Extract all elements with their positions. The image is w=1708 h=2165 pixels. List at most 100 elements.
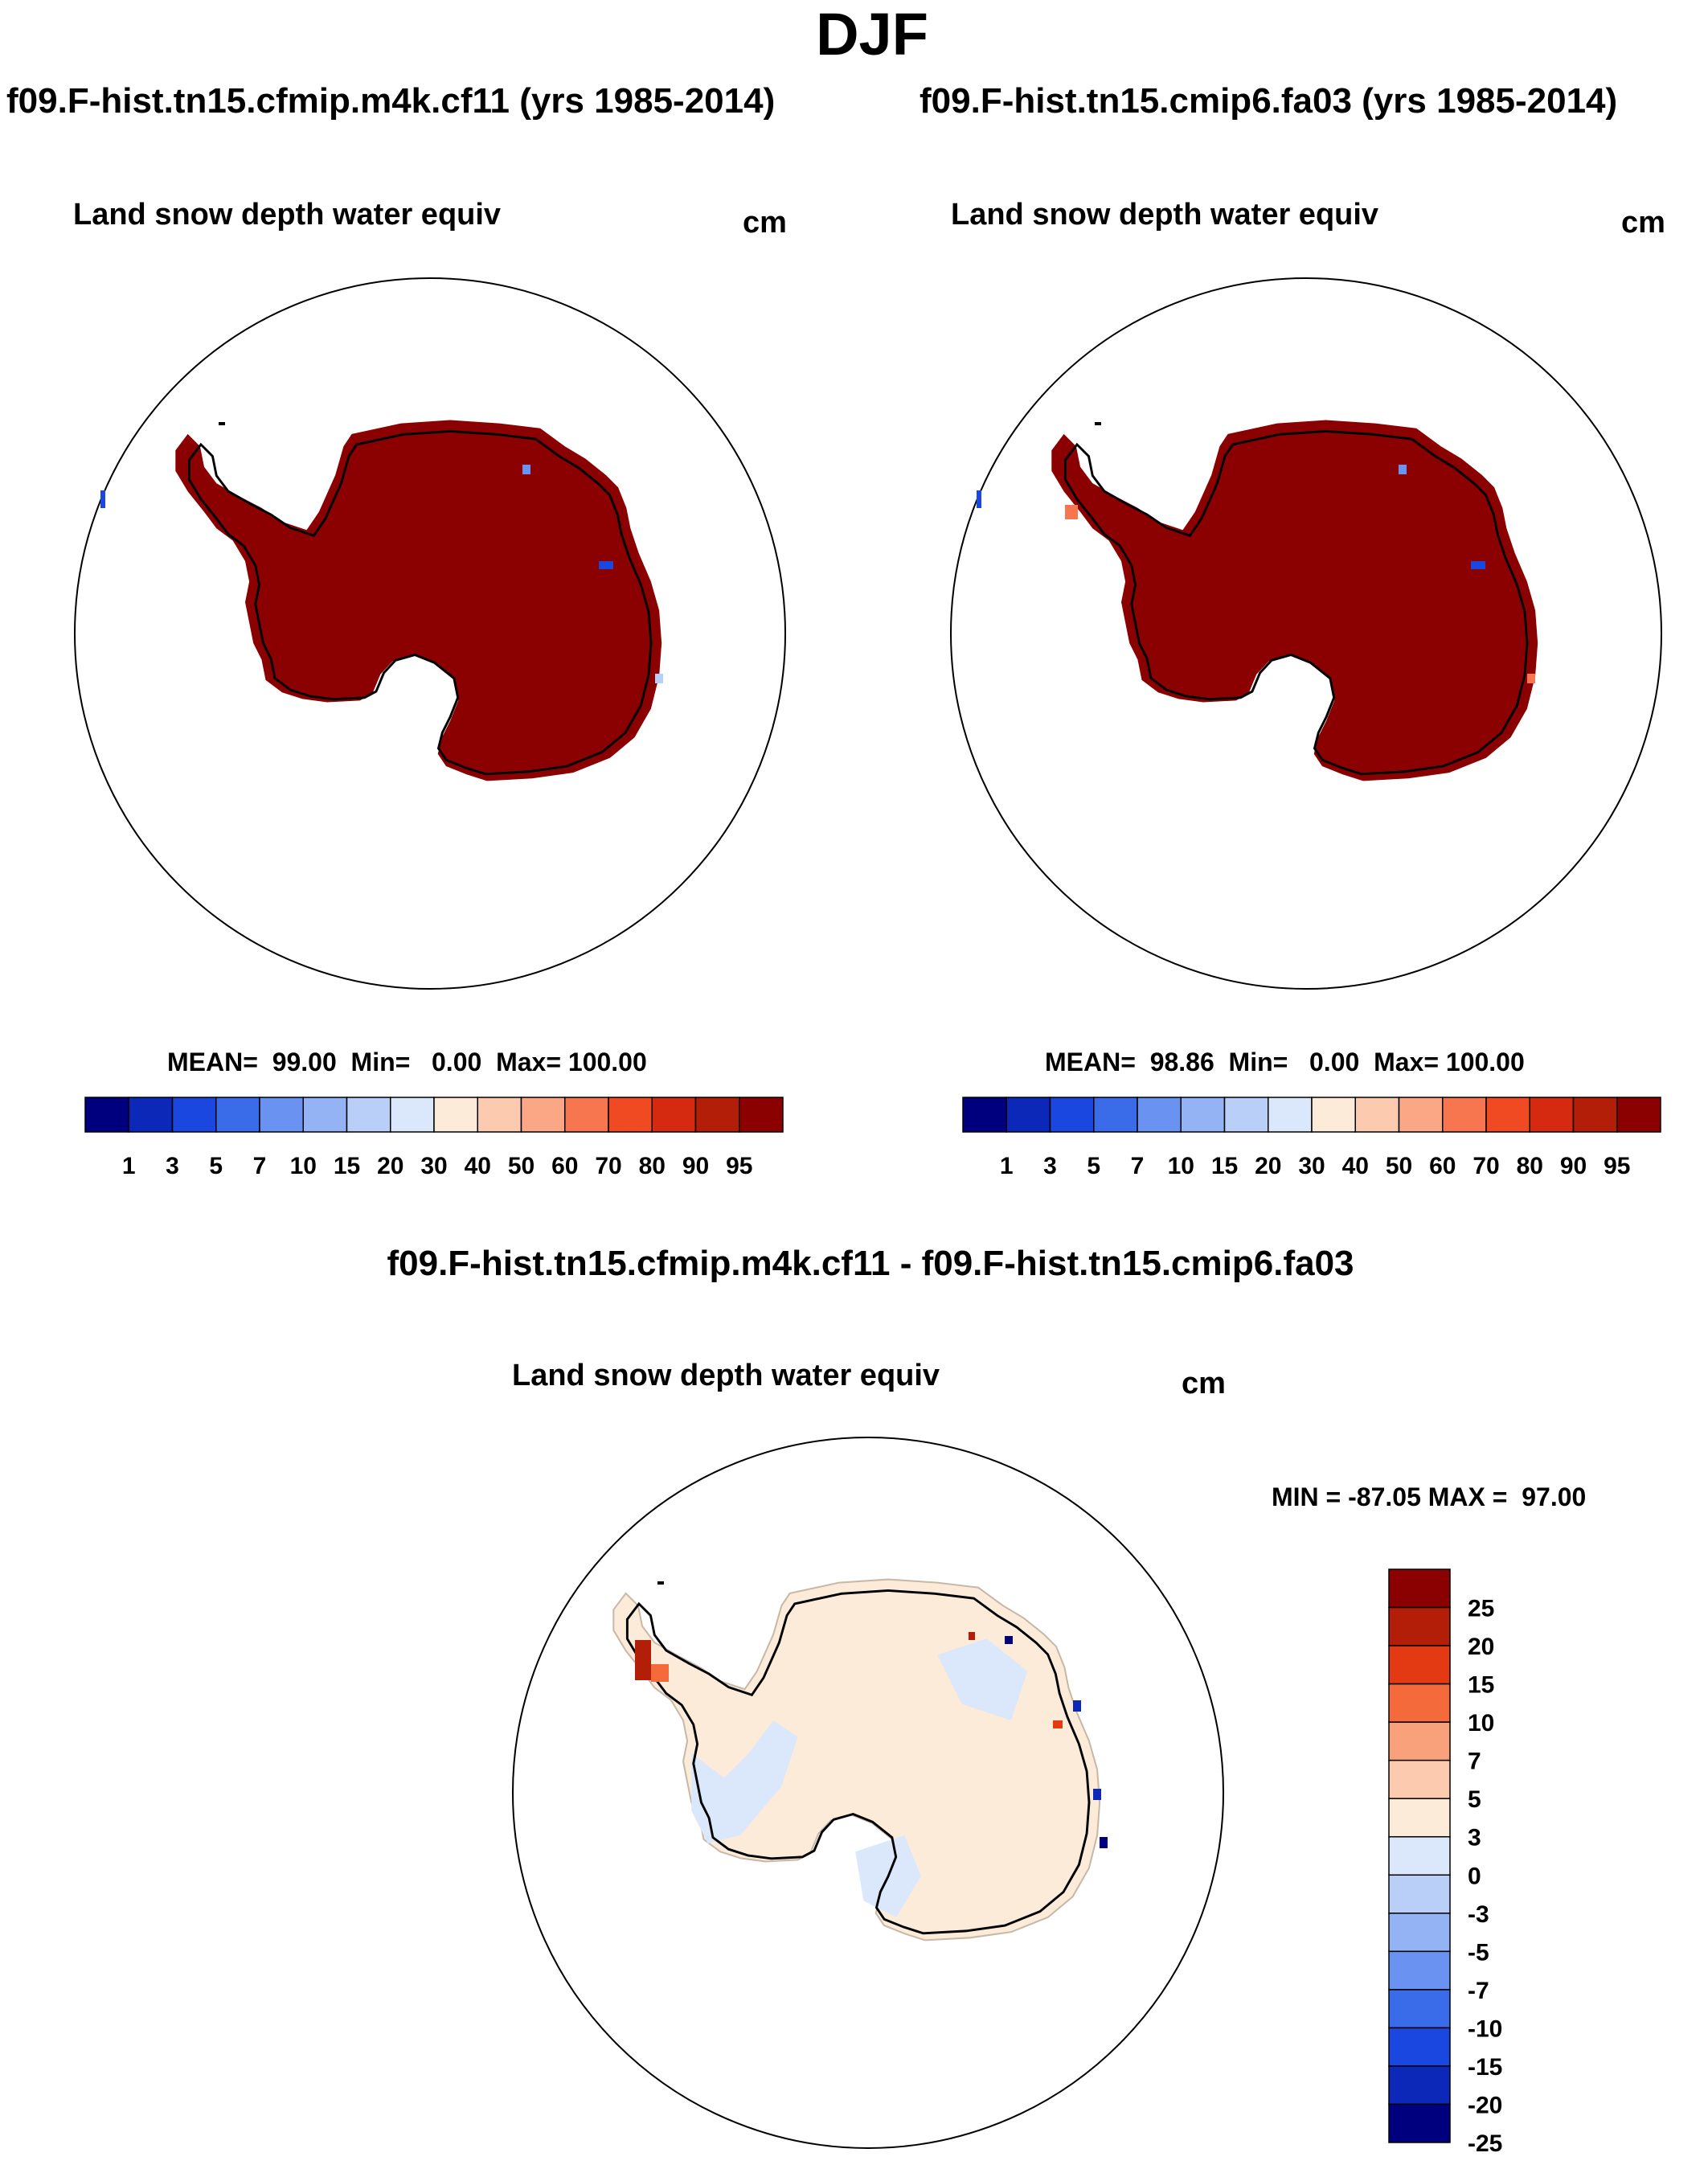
- right-colorbar-label-5: 15: [1211, 1153, 1238, 1179]
- left-stats: MEAN= 99.00 Min= 0.00 Max= 100.00: [167, 1048, 647, 1076]
- diff-colorbar-swatch-1: [1388, 1606, 1451, 1646]
- left-colorbar-label-11: 70: [595, 1153, 621, 1179]
- left-colorbar-label-4: 10: [290, 1153, 317, 1179]
- left-colorbar-swatch-12: [608, 1097, 653, 1133]
- right-colorbar-label-6: 20: [1255, 1153, 1281, 1179]
- left-colorbar-swatch-4: [259, 1097, 304, 1133]
- diff-colorbar-label-12: -15: [1468, 2054, 1502, 2081]
- diff-colorbar-swatch-12: [1388, 2027, 1451, 2067]
- left-colorbar-swatch-14: [694, 1097, 740, 1133]
- right-units-label: cm: [1621, 206, 1665, 240]
- left-colorbar-swatch-15: [739, 1097, 784, 1133]
- left-island-mark: [219, 422, 225, 425]
- right-case-title: f09.F-hist.tn15.cmip6.fa03 (yrs 1985-201…: [920, 81, 1618, 121]
- diff-colorbar-label-3: 10: [1468, 1710, 1494, 1737]
- left-colorbar-label-6: 20: [377, 1153, 403, 1179]
- left-colorbar-swatch-2: [171, 1097, 217, 1133]
- diff-colorbar-swatch-14: [1388, 2103, 1451, 2143]
- diff-colorbar-swatch-9: [1388, 1913, 1451, 1953]
- diff-colorbar-swatch-3: [1388, 1683, 1451, 1723]
- right-colorbar-label-1: 3: [1043, 1153, 1057, 1179]
- right-coastal-anomaly-1: [1399, 465, 1407, 474]
- left-units-label: cm: [743, 206, 787, 240]
- right-colorbar-label-13: 90: [1560, 1153, 1587, 1179]
- left-colorbar-label-3: 7: [253, 1153, 267, 1179]
- right-colorbar-swatch-7: [1268, 1097, 1313, 1133]
- right-colorbar-swatch-8: [1311, 1097, 1356, 1133]
- left-colorbar-swatch-1: [128, 1097, 174, 1133]
- diff-colorbar-label-4: 7: [1468, 1749, 1481, 1775]
- diff-colorbar-label-7: 0: [1468, 1863, 1481, 1889]
- left-colorbar-label-1: 3: [166, 1153, 179, 1179]
- right-colorbar-label-0: 1: [1000, 1153, 1014, 1179]
- right-colorbar-label-4: 10: [1168, 1153, 1194, 1179]
- diff-negative-region-west: [691, 1720, 798, 1843]
- right-colorbar-swatch-12: [1485, 1097, 1530, 1133]
- diff-colorbar-label-2: 15: [1468, 1672, 1494, 1699]
- diff-colorbar-swatch-6: [1388, 1798, 1451, 1838]
- left-colorbar-swatch-11: [564, 1097, 609, 1133]
- right-map: [950, 277, 1662, 990]
- diff-colorbar-swatch-5: [1388, 1759, 1451, 1799]
- left-colorbar-swatch-8: [433, 1097, 478, 1133]
- diff-coastal-spot-4: [1073, 1700, 1081, 1712]
- right-coastal-anomaly-3: [1527, 674, 1535, 683]
- right-coastal-anomaly-2: [1471, 561, 1485, 569]
- right-colorbar-swatch-11: [1442, 1097, 1487, 1133]
- diff-colorbar-swatch-7: [1388, 1835, 1451, 1876]
- diff-colorbar-label-10: -7: [1468, 1978, 1489, 2004]
- left-variable-title: Land snow depth water equiv: [73, 198, 502, 232]
- diff-coastal-spot-2: [1005, 1636, 1013, 1644]
- left-colorbar-label-8: 40: [465, 1153, 491, 1179]
- right-colorbar-label-7: 30: [1298, 1153, 1325, 1179]
- diff-colorbar-swatch-8: [1388, 1874, 1451, 1914]
- diff-coastal-spot-5: [1093, 1789, 1101, 1800]
- right-colorbar-label-9: 50: [1386, 1153, 1412, 1179]
- right-colorbar-swatch-3: [1093, 1097, 1138, 1133]
- left-coastal-anomaly-2: [599, 561, 613, 569]
- diff-map: [512, 1437, 1224, 2149]
- right-colorbar-swatch-0: [962, 1097, 1007, 1133]
- right-variable-title: Land snow depth water equiv: [951, 198, 1379, 232]
- right-peninsula-anomaly: [1065, 505, 1078, 519]
- right-colorbar-label-12: 80: [1517, 1153, 1543, 1179]
- left-colorbar-swatch-6: [346, 1097, 391, 1133]
- right-colorbar-swatch-2: [1049, 1097, 1095, 1133]
- left-colorbar-label-0: 1: [122, 1153, 136, 1179]
- right-colorbar-label-10: 60: [1429, 1153, 1456, 1179]
- season-title: DJF: [816, 1, 928, 68]
- left-colorbar-swatch-10: [520, 1097, 566, 1133]
- diff-colorbar-label-11: -10: [1468, 2015, 1502, 2042]
- right-colorbar-swatch-9: [1354, 1097, 1400, 1133]
- right-colorbar-swatch-13: [1529, 1097, 1575, 1133]
- diff-colorbar-label-5: 5: [1468, 1786, 1481, 1813]
- right-colorbar-swatch-10: [1398, 1097, 1444, 1133]
- left-colorbar-swatch-3: [215, 1097, 260, 1133]
- diff-colorbar-swatch-2: [1388, 1645, 1451, 1685]
- diff-colorbar-swatch-10: [1388, 1950, 1451, 1991]
- left-colorbar-label-14: 95: [726, 1153, 752, 1179]
- right-peninsula-tip: [977, 490, 981, 508]
- diff-colorbar-label-0: 25: [1468, 1596, 1494, 1622]
- left-coastal-anomaly-1: [522, 465, 530, 474]
- right-colorbar-swatch-14: [1572, 1097, 1618, 1133]
- left-map: [74, 277, 786, 990]
- diff-island-mark: [657, 1581, 664, 1585]
- diff-colorbar-swatch-13: [1388, 2065, 1451, 2106]
- diff-variable-title: Land snow depth water equiv: [512, 1359, 940, 1392]
- right-stats: MEAN= 98.86 Min= 0.00 Max= 100.00: [1045, 1048, 1525, 1076]
- right-colorbar-label-3: 7: [1131, 1153, 1145, 1179]
- diff-colorbar-label-6: 3: [1468, 1825, 1481, 1851]
- right-island-mark: [1095, 422, 1101, 425]
- diff-units-label: cm: [1182, 1367, 1226, 1400]
- right-colorbar-swatch-4: [1137, 1097, 1182, 1133]
- left-coastal-anomaly-3: [655, 674, 663, 683]
- left-colorbar: 1 3 5 7 10 15 20 30 40 50 60 70 80 90 95: [84, 1097, 784, 1179]
- right-colorbar-label-14: 95: [1604, 1153, 1630, 1179]
- left-colorbar-swatch-7: [390, 1097, 435, 1133]
- left-colorbar-swatch-0: [84, 1097, 129, 1133]
- diff-colorbar-swatch-0: [1388, 1568, 1451, 1609]
- diff-colorbar-label-1: 20: [1468, 1634, 1494, 1660]
- diff-peninsula-positive-2: [651, 1664, 669, 1682]
